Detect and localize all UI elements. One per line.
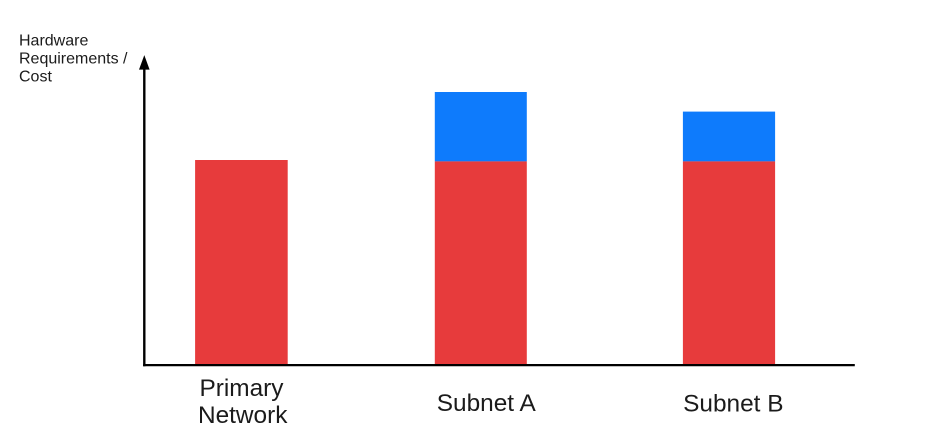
svg-text:Network: Network [198,402,288,429]
svg-text:Primary: Primary [199,375,284,402]
svg-text:Cost: Cost [19,68,52,85]
svg-text:Requirements /: Requirements / [19,50,128,67]
svg-text:Subnet B: Subnet B [683,391,783,418]
svg-text:Hardware: Hardware [19,33,88,50]
svg-text:Subnet A: Subnet A [437,390,537,417]
